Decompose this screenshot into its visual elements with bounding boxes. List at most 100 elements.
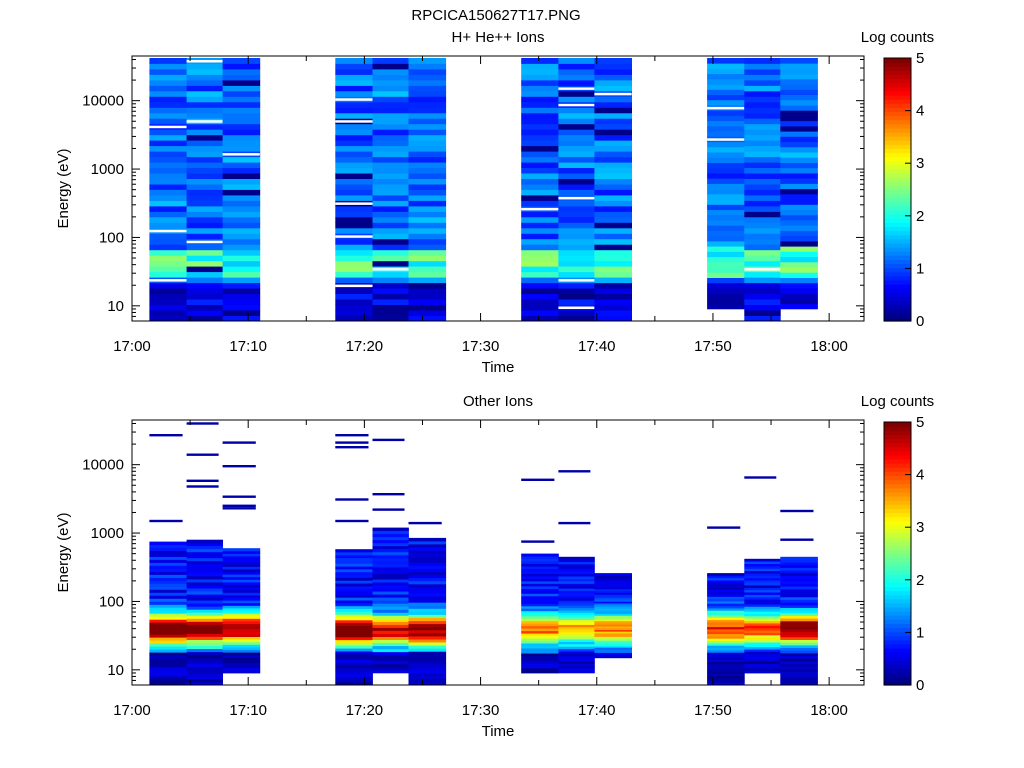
spectrogram-cell [707, 220, 745, 226]
spectrogram-cell [335, 288, 373, 294]
spectrogram-cell [780, 73, 818, 80]
spectrogram-cell [335, 271, 373, 278]
spectrogram-cell [186, 140, 223, 147]
colorbar-segment [884, 602, 911, 608]
colorbar-segment [884, 181, 911, 186]
spectrogram-cell [222, 211, 261, 218]
spectrogram-cell [372, 96, 409, 103]
spectrogram-cell [408, 559, 447, 563]
spectrogram-cell [558, 244, 595, 251]
y-tick-label: 1000 [91, 525, 124, 542]
spectrogram-cell [372, 627, 409, 631]
colorbar-segment [884, 656, 911, 661]
spectrogram-cell [594, 222, 632, 229]
spectrogram-cell [186, 606, 223, 610]
spectrogram-cell [186, 145, 223, 152]
spectrogram-cell [780, 115, 818, 122]
spectrogram-cell [149, 222, 187, 229]
spectrogram-cell [594, 592, 632, 595]
spectrogram-cell [780, 209, 818, 216]
spectrogram-cell [335, 85, 373, 92]
spectrogram-cell [594, 641, 632, 645]
spectrogram-cell [707, 573, 745, 576]
colorbar-segment [884, 668, 911, 674]
spectrogram-cell [149, 58, 187, 64]
spectrogram-cell [408, 626, 447, 631]
spectrogram-cell [335, 653, 373, 658]
spectrogram-cell [149, 619, 187, 623]
spectrogram-cell [408, 189, 447, 196]
spectrogram-cell [521, 167, 559, 174]
spectrogram-cell [372, 651, 409, 656]
spectrogram-cell [780, 644, 818, 648]
spectrogram-cell [521, 615, 559, 619]
spectrogram-cell [408, 556, 447, 560]
spectrogram-cell [186, 570, 223, 574]
spectrogram-cell [521, 173, 559, 179]
spectrogram-cell [408, 118, 447, 125]
spectrogram-cell [744, 167, 781, 174]
spectrogram-cell [707, 157, 745, 163]
sparse-count-line [521, 478, 555, 481]
spectrogram-cell [222, 636, 261, 640]
spectrogram-cell [149, 661, 187, 665]
spectrogram-cell [558, 646, 595, 650]
spectrogram-cell [372, 669, 409, 674]
spectrogram-cell [594, 645, 632, 648]
colorbar-segment [884, 70, 911, 75]
spectrogram-cell [372, 554, 409, 559]
spectrogram-cell [744, 255, 781, 262]
spectrogram-cell [521, 588, 559, 592]
spectrogram-cell [372, 156, 409, 163]
spectrogram-cell [222, 623, 261, 627]
spectrogram-cell [186, 299, 223, 305]
spectrogram-cell [372, 582, 409, 586]
sparse-count-line [372, 493, 405, 496]
spectrogram-cell [744, 615, 781, 619]
spectrogram-cell [744, 101, 781, 108]
figure-title: RPCICA150627T17.PNG [411, 7, 580, 24]
spectrogram-cell [707, 235, 745, 242]
spectrogram-cell [558, 605, 595, 608]
spectrogram-cell [780, 586, 818, 590]
spectrogram-cell [335, 574, 373, 578]
spectrogram-cell [558, 583, 595, 587]
spectrogram-cell [707, 241, 745, 247]
spectrogram-cell [222, 579, 261, 583]
colorbar-segment [884, 434, 911, 439]
spectrogram-cell [372, 195, 409, 201]
spectrogram-cell [521, 670, 559, 674]
spectrogram-cell [521, 590, 559, 594]
spectrogram-cell [408, 58, 447, 64]
spectrogram-cell [149, 631, 187, 635]
colorbar-segment [884, 660, 911, 665]
spectrogram-cell [186, 669, 223, 674]
spectrogram-cell [594, 173, 632, 179]
spectrogram-cell [780, 94, 818, 101]
spectrogram-cell [222, 173, 261, 179]
spectrogram-cell [594, 585, 632, 588]
spectrogram-cell [780, 298, 818, 305]
spectrogram-cell [521, 299, 559, 305]
colorbar-segment [884, 230, 911, 236]
spectrogram-cell [707, 633, 745, 637]
spectrogram-cell [335, 577, 373, 581]
spectrogram-cell [222, 90, 261, 97]
sparse-count-line [408, 521, 442, 525]
spectrogram-cell [558, 660, 595, 664]
colorbar-label: Log counts [861, 393, 934, 410]
spectrogram-cell [222, 227, 261, 234]
colorbar-segment [884, 90, 911, 96]
spectrogram-cell [408, 562, 447, 566]
spectrogram-cell [594, 640, 632, 643]
spectrogram-cell [222, 184, 261, 190]
spectrogram-cell [744, 123, 781, 130]
spectrogram-cell [408, 123, 447, 130]
spectrogram-cell [707, 671, 745, 674]
colorbar-segment [884, 463, 911, 468]
spectrogram-cell [594, 611, 632, 615]
spectrogram-cell [149, 592, 187, 596]
spectrogram-cell [558, 573, 595, 577]
spectrogram-cell [744, 112, 781, 119]
